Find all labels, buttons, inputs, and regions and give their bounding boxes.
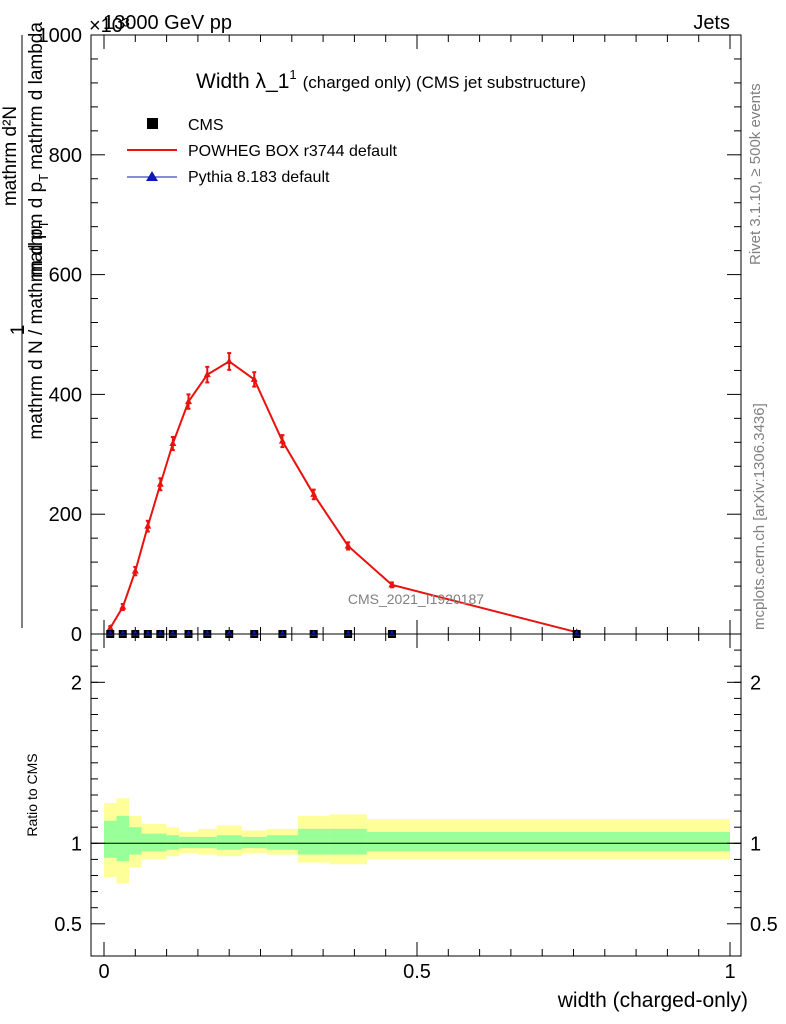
ratio-y-tick-label-right: 0.5: [750, 914, 778, 936]
main-ylabel-numer2-text: mathrm d²N: [0, 106, 21, 206]
ratio-inner-band: [179, 836, 198, 849]
analysis-watermark: CMS_2021_I1920187: [348, 591, 484, 607]
legend: CMS POWHEG BOX r3744 default Pythia 8.18…: [127, 117, 398, 186]
ratio-inner-band: [329, 828, 367, 855]
powheg-point: [203, 370, 211, 378]
main-ylabel-denominator: mathrm d N / mathrm d pT: [26, 220, 51, 439]
main-ylabel-denom2-text: mathrm d p: [26, 182, 47, 278]
main-y-tick-label: 1000: [38, 25, 83, 47]
legend-cms-label: CMS: [188, 117, 224, 134]
x-tick-label: 1: [724, 961, 735, 983]
ratio-y-tick-label: 0.5: [54, 914, 82, 936]
energy-label: 13000 GeV pp: [103, 12, 232, 34]
legend-powheg-label: POWHEG BOX r3744 default: [188, 143, 398, 160]
main-ylabel-line1: 1: [8, 325, 29, 336]
ratio-inner-band: [154, 833, 167, 852]
main-y-tick-label: 800: [49, 145, 82, 167]
ratio-y-tick-label: 1: [71, 833, 82, 855]
main-y-ticks: 0 200 400 600 800 1000: [38, 25, 741, 646]
x-tick-label: 0.5: [403, 961, 431, 983]
powheg-point: [131, 567, 139, 574]
main-ylabel-denom2-sub: T: [36, 174, 51, 182]
powheg-point: [169, 439, 177, 447]
powheg-line: [109, 360, 577, 634]
plot-title-sub: (charged only) (CMS jet substructure): [303, 73, 586, 92]
ratio-panel: 0.5 0.51 12 2 0 0.5 1: [54, 633, 778, 983]
main-ylabel-denom2-tail: mathrm d lambda: [26, 22, 47, 170]
side-label-bottom-text: mcplots.cern.ch [arXiv:1306.3436]: [751, 403, 768, 630]
ratio-inner-band: [141, 833, 155, 852]
main-panel: 0 200 400 600 800 1000: [38, 25, 742, 646]
main-y-tick-label: 0: [71, 624, 82, 646]
exponent-label: ×10³: [89, 15, 130, 37]
powheg-point: [156, 480, 164, 487]
x-tick-label: 0: [98, 961, 109, 983]
ratio-inner-band: [166, 835, 180, 850]
side-label-bottom: mcplots.cern.ch [arXiv:1306.3436]: [751, 403, 768, 630]
main-series: [106, 352, 581, 638]
legend-cms-marker: [147, 118, 158, 129]
ratio-inner-band: [366, 832, 417, 852]
powheg-point: [344, 541, 352, 549]
powheg-point: [225, 357, 233, 364]
main-y-tick-label: 400: [49, 384, 82, 406]
category-label: Jets: [693, 12, 730, 34]
main-y-tick-label: 200: [49, 504, 82, 526]
legend-pythia-marker: [146, 171, 158, 181]
ratio-bands: [104, 798, 730, 884]
ratio-ylabel: Ratio to CMS: [24, 753, 40, 836]
powheg-point: [388, 580, 396, 588]
ratio-y-tick-label: 2: [71, 672, 82, 694]
side-label-top-text: Rivet 3.1.10, ≥ 500k events: [747, 83, 764, 265]
x-axis-label: width (charged-only): [557, 989, 748, 1012]
ratio-y-ticks: 0.5 0.5 1 1 2 2: [54, 649, 778, 936]
main-ylabel-numerator2: mathrm d²N: [0, 106, 21, 206]
powheg-point: [250, 375, 258, 382]
main-ylabel-numer: 1: [8, 325, 29, 336]
main-ylabel-denom-text: mathrm d N / mathrm d p: [26, 228, 47, 439]
plot-title-main: Width λ_1: [196, 70, 289, 93]
ratio-y-tick-label-right: 1: [750, 833, 761, 855]
main-ylabel-denominator2: mathrm d pTmathrm d lambda: [26, 22, 51, 278]
side-label-top: Rivet 3.1.10, ≥ 500k events: [747, 83, 764, 265]
powheg-point: [106, 624, 114, 631]
ratio-y-tick-label-right: 2: [750, 672, 761, 694]
ratio-inner-band: [266, 835, 299, 850]
powheg-point: [185, 397, 193, 405]
svg-text:mathrm d N / mathrm d pT: mathrm d N / mathrm d pT: [26, 220, 51, 439]
powheg-point: [119, 603, 127, 610]
powheg-point: [310, 490, 318, 497]
powheg-point: [144, 522, 152, 529]
ratio-inner-band: [129, 827, 142, 855]
ratio-inner-band: [298, 828, 330, 855]
plot-title: Width λ_11 (charged only) (CMS jet substr…: [196, 67, 586, 93]
ratio-inner-band: [241, 836, 267, 849]
main-x-ticks: [103, 35, 731, 634]
powheg-point: [278, 437, 286, 444]
ratio-inner-band: [197, 836, 217, 849]
ratio-x-ticks: 0 0.5 1: [98, 634, 736, 983]
legend-pythia-label: Pythia 8.183 default: [188, 169, 330, 186]
main-y-tick-label: 600: [49, 265, 82, 287]
plot-title-sup: 1: [289, 67, 296, 82]
ratio-ylabel-text: Ratio to CMS: [24, 753, 40, 836]
main-ylabel: 1: [8, 325, 29, 336]
ratio-frame: [90, 633, 742, 957]
ratio-inner-band: [216, 835, 242, 850]
svg-text:mathrm d pTmathrm d lambda: mathrm d pTmathrm d lambda: [26, 22, 51, 278]
ratio-inner-band: [116, 815, 130, 862]
ratio-inner-band: [417, 832, 730, 852]
ratio-inner-band: [104, 820, 117, 858]
main-ylabel-denom-sub: T: [36, 220, 51, 228]
